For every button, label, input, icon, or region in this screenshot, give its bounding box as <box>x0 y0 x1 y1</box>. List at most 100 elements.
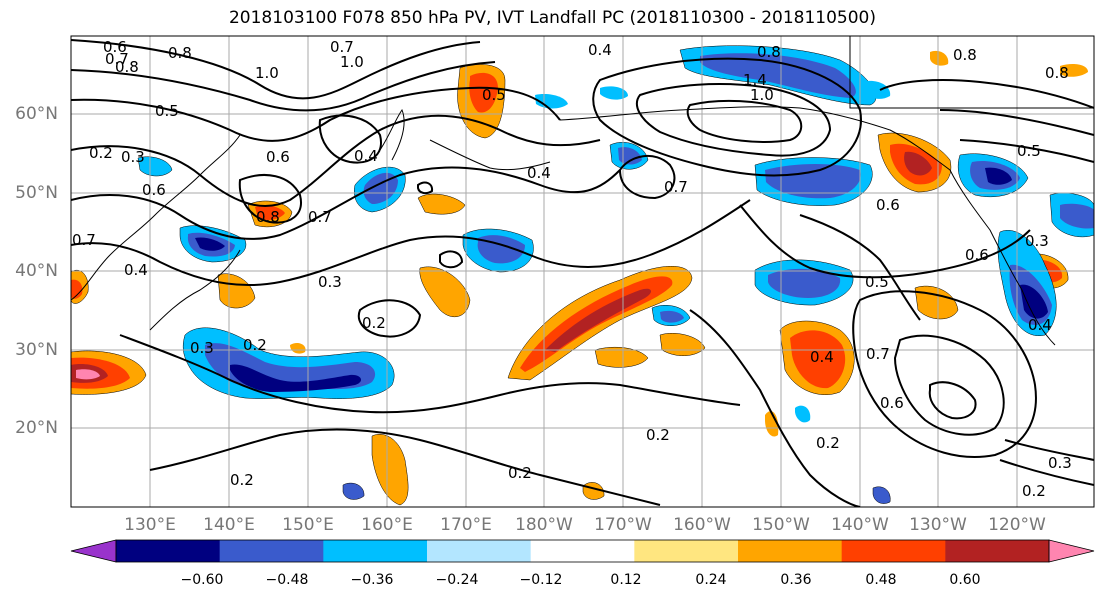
negative-anomaly <box>230 364 362 392</box>
colorbar-extend-low <box>70 539 117 563</box>
contour-label: 1.0 <box>255 64 279 82</box>
negative-anomaly <box>195 237 225 251</box>
positive-anomaly <box>419 266 471 318</box>
lon-label: 120°W <box>988 515 1046 535</box>
positive-anomaly <box>290 342 306 354</box>
contour-label: 0.3 <box>1048 454 1072 472</box>
colorbar-tick-label: 0.12 <box>610 572 642 588</box>
lat-label: 20°N <box>15 418 58 438</box>
colorbar-frame <box>115 539 1050 563</box>
lon-label: 170°E <box>440 515 492 535</box>
positive-anomaly <box>594 347 649 368</box>
positive-anomaly <box>469 72 498 113</box>
lon-label: 160°E <box>361 515 413 535</box>
colorbar-cell <box>219 540 324 562</box>
lat-label: 30°N <box>15 340 58 360</box>
colorbar-cell <box>945 540 1050 562</box>
lon-label: 140°E <box>203 515 255 535</box>
colorbar-tick-label: 0.36 <box>780 572 812 588</box>
contour-label: 0.5 <box>1017 142 1041 160</box>
contour-label: 1.0 <box>750 86 774 104</box>
contour-label: 0.4 <box>354 147 378 165</box>
contour-label: 0.7 <box>330 38 354 56</box>
contour-label: 0.8 <box>115 58 139 76</box>
contour-label: 0.3 <box>318 273 342 291</box>
contour-label: 0.6 <box>103 38 127 56</box>
contour-label: 0.6 <box>266 148 290 166</box>
contour-label: 0.2 <box>646 426 670 444</box>
contour-label: 0.4 <box>1028 316 1052 334</box>
contour-label: 0.2 <box>816 434 840 452</box>
colorbar-cell <box>427 540 532 562</box>
colorbar-cell <box>323 540 428 562</box>
contour-label: 0.2 <box>508 464 532 482</box>
positive-anomaly <box>930 50 949 66</box>
contour-label: 0.8 <box>757 43 781 61</box>
contour-label: 0.7 <box>664 178 688 196</box>
lon-label: 140°W <box>831 515 889 535</box>
inset-box <box>849 36 1094 109</box>
negative-anomaly <box>795 405 811 423</box>
lon-label: 130°E <box>124 515 176 535</box>
colorbar-cell <box>116 540 221 562</box>
contour-label: 0.2 <box>362 314 386 332</box>
contour-label: 0.5 <box>865 273 889 291</box>
contour-label: 0.7 <box>866 345 890 363</box>
contour-label: 0.8 <box>256 208 280 226</box>
colorbar-tick-label: −0.12 <box>519 572 563 588</box>
contour-label: 0.4 <box>527 164 551 182</box>
positive-anomaly <box>545 288 652 352</box>
contour-label: 1.0 <box>340 53 364 71</box>
negative-anomaly <box>700 53 856 98</box>
negative-anomaly <box>765 164 861 199</box>
colorbar <box>70 539 1095 563</box>
contour-label: 0.3 <box>1025 232 1049 250</box>
colorbar-cell <box>738 540 843 562</box>
map-title: 2018103100 F078 850 hPa PV, IVT Landfall… <box>228 8 876 28</box>
contour-label: 0.2 <box>230 471 254 489</box>
negative-anomaly <box>342 482 365 500</box>
contour-label: 0.6 <box>880 394 904 412</box>
contour-label: 0.8 <box>953 46 977 64</box>
contour-label: 0.6 <box>965 246 989 264</box>
lat-label: 50°N <box>15 183 58 203</box>
lat-label: 40°N <box>15 261 58 281</box>
coastline-japan <box>149 249 241 331</box>
contour-label: 0.7 <box>72 231 96 249</box>
colorbar-cell <box>841 540 946 562</box>
positive-anomaly <box>255 205 285 221</box>
negative-anomaly <box>1060 203 1094 229</box>
negative-anomaly <box>1020 284 1048 319</box>
contour-label: 0.8 <box>168 44 192 62</box>
contour-label: 1.4 <box>743 71 767 89</box>
positive-anomaly <box>371 434 409 506</box>
contour-label: 0.2 <box>243 336 267 354</box>
negative-anomaly <box>363 172 398 204</box>
contour-label: 0.6 <box>876 196 900 214</box>
positive-anomaly <box>1060 64 1088 77</box>
colorbar-tick-label: −0.60 <box>180 572 224 588</box>
shaded-anomalies <box>71 45 1094 506</box>
contour-label: 0.2 <box>89 144 113 162</box>
contour-label: 0.4 <box>810 348 834 366</box>
negative-anomaly <box>618 147 642 165</box>
colorbar-tick-label: 0.24 <box>695 572 727 588</box>
colorbar-tick-label: −0.48 <box>265 572 309 588</box>
positive-anomaly <box>76 369 100 380</box>
contour-label: 0.7 <box>308 208 332 226</box>
contour-label: 0.3 <box>190 339 214 357</box>
coastline-alaska <box>559 106 951 171</box>
positive-anomaly <box>71 279 83 299</box>
colorbar-cell <box>530 540 635 562</box>
positive-anomaly <box>417 193 466 215</box>
contour-label: 0.4 <box>588 41 612 59</box>
colorbar-cell <box>634 540 739 562</box>
positive-anomaly <box>217 273 256 309</box>
colorbar-tick-label: −0.24 <box>435 572 479 588</box>
negative-anomaly <box>872 486 891 504</box>
negative-anomaly <box>137 156 173 177</box>
lon-label: 160°W <box>673 515 731 535</box>
colorbar-tick-label: 0.60 <box>949 572 981 588</box>
coastlines <box>71 106 1056 346</box>
